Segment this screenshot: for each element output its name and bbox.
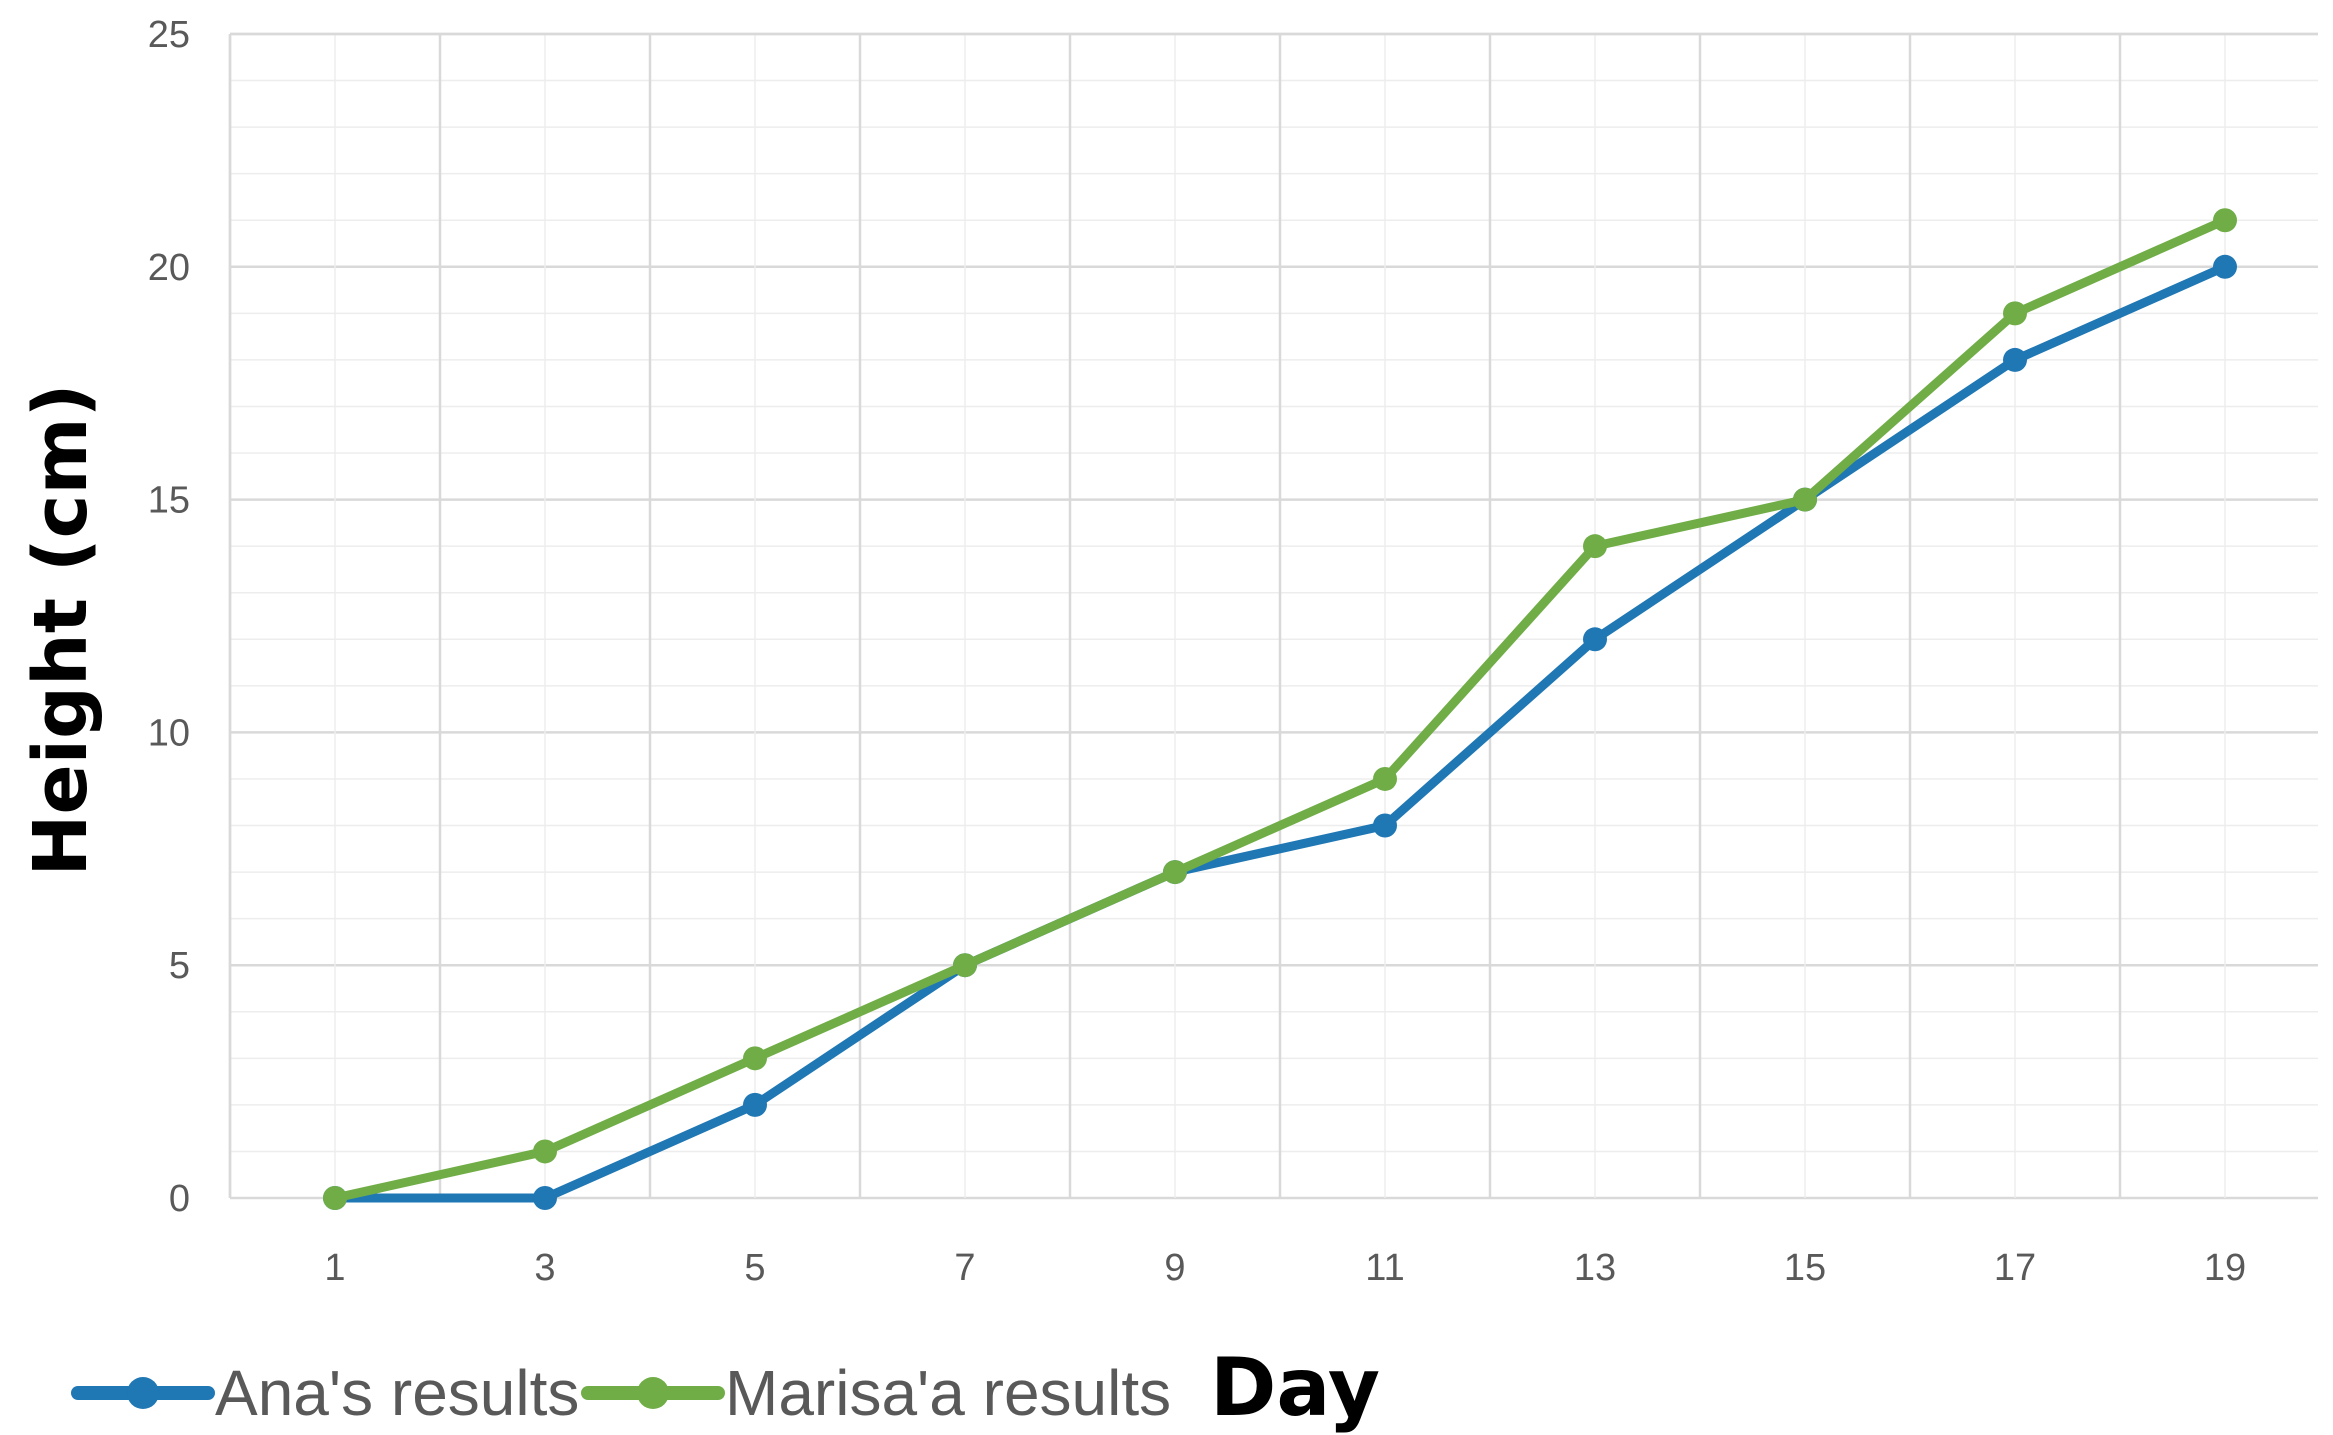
legend: Ana's results Marisa'a results [71,1357,1171,1429]
y-tick-label: 5 [169,945,190,987]
x-tick-label: 15 [1784,1247,1826,1289]
data-point [323,1186,347,1210]
data-point [1793,487,1817,512]
data-point [2003,347,2027,372]
data-point [953,953,977,978]
y-axis-ticks: 0 5 10 15 20 25 [148,14,190,1220]
y-tick-label: 20 [148,247,190,289]
series-line [330,262,2230,1203]
data-point [1373,813,1397,838]
data-point [1583,627,1607,652]
x-tick-label: 13 [1574,1247,1616,1289]
series-marisa [323,208,2237,1210]
y-tick-label: 15 [148,480,190,522]
data-point [1163,860,1187,885]
legend-item: Marisa'a results [581,1357,1171,1429]
y-tick-label: 0 [169,1178,190,1220]
x-tick-label: 7 [954,1247,975,1289]
data-point [533,1186,557,1210]
data-point [533,1139,557,1164]
legend-swatch-marker [637,1377,669,1409]
legend-label: Ana's results [215,1357,579,1429]
data-point [1373,766,1397,791]
x-tick-label: 5 [744,1247,765,1289]
y-tick-label: 10 [148,712,190,754]
series-lines [323,208,2237,1210]
series-line [330,215,2230,1203]
legend-label: Marisa'a results [725,1357,1171,1429]
y-tick-label: 25 [148,14,190,56]
y-axis-title: Height (cm) [18,384,104,877]
x-tick-label: 9 [1164,1247,1185,1289]
x-tick-label: 17 [1994,1247,2036,1289]
x-tick-label: 11 [1365,1247,1404,1289]
x-axis-ticks: 1 3 5 7 9 11 13 15 17 19 [324,1247,2246,1289]
data-point [1583,534,1607,559]
data-point [2213,208,2237,233]
legend-swatch-marker [127,1377,159,1409]
legend-item: Ana's results [71,1357,579,1429]
x-tick-label: 1 [324,1247,345,1289]
grid [228,32,2318,1200]
data-point [2003,301,2027,326]
data-point [743,1046,767,1071]
x-tick-label: 19 [2204,1247,2246,1289]
x-axis-title: Day [1210,1341,1380,1434]
data-point [2213,254,2237,279]
data-point [743,1092,767,1117]
x-tick-label: 3 [534,1247,555,1289]
